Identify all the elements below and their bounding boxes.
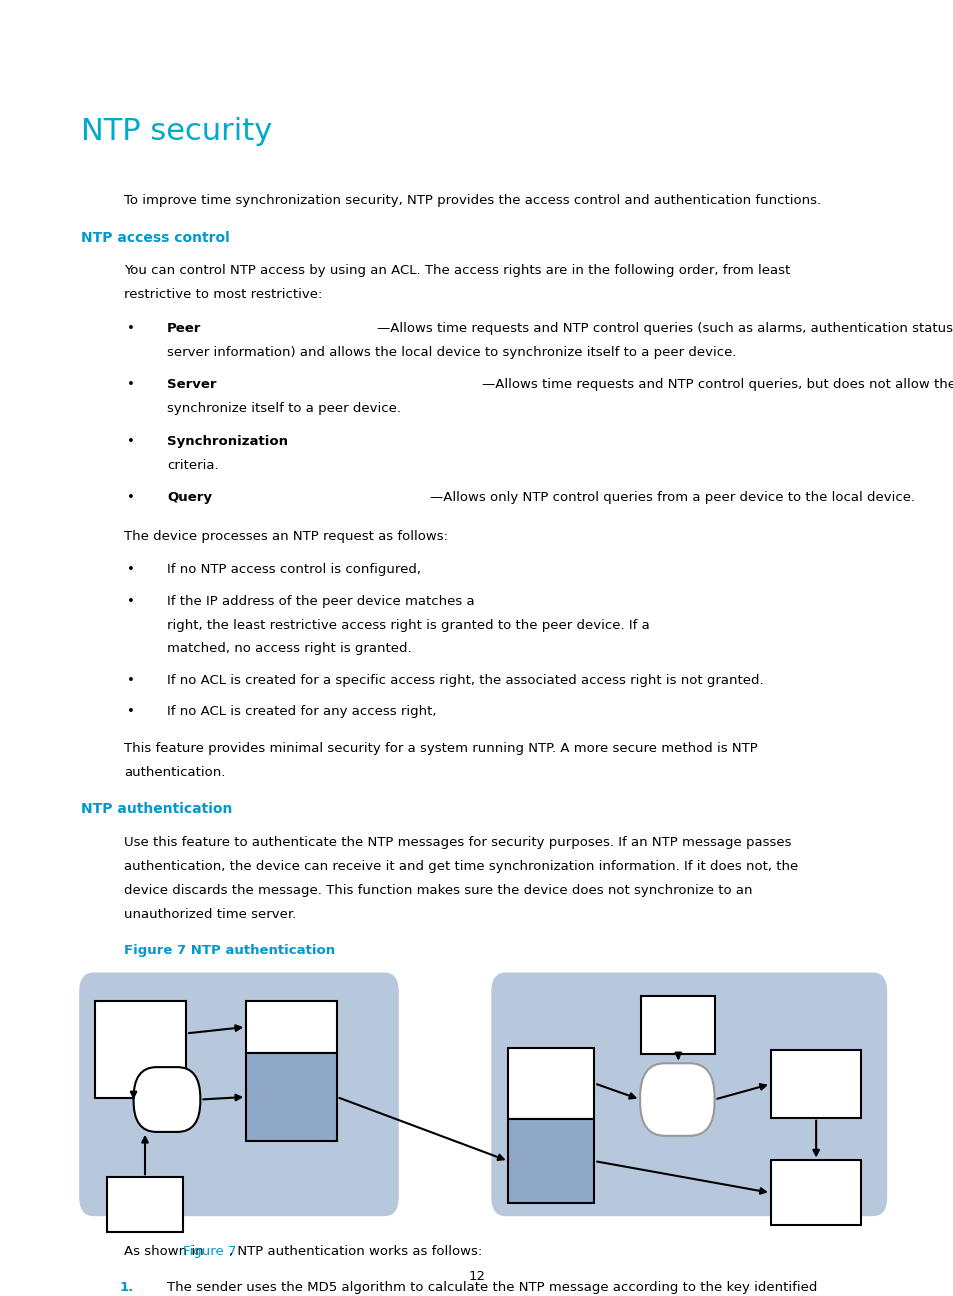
Text: Figure 7: Figure 7 (183, 1244, 236, 1257)
Text: The device processes an NTP request as follows:: The device processes an NTP request as f… (124, 530, 448, 543)
Text: If no ACL is created for any access right,: If no ACL is created for any access righ… (167, 705, 440, 718)
Text: Query: Query (167, 491, 212, 504)
Text: right, the least restrictive access right is granted to the peer device. If a: right, the least restrictive access righ… (167, 618, 653, 631)
Text: Use this feature to authenticate the NTP messages for security purposes. If an N: Use this feature to authenticate the NTP… (124, 836, 791, 849)
Bar (95, 1001, 186, 1098)
Text: To improve time synchronization security, NTP provides the access control and au: To improve time synchronization security… (124, 194, 821, 207)
Text: NTP access control: NTP access control (81, 231, 230, 245)
FancyBboxPatch shape (79, 972, 398, 1216)
Text: matched, no access right is granted.: matched, no access right is granted. (167, 643, 411, 656)
Text: synchronize itself to a peer device.: synchronize itself to a peer device. (167, 402, 400, 415)
Text: The sender uses the MD5 algorithm to calculate the NTP message according to the : The sender uses the MD5 algorithm to cal… (167, 1280, 817, 1293)
Text: •: • (127, 434, 134, 447)
Text: authentication, the device can receive it and get time synchronization informati: authentication, the device can receive i… (124, 861, 798, 874)
Bar (770, 1050, 861, 1117)
Text: server information) and allows the local device to synchronize itself to a peer : server information) and allows the local… (167, 346, 736, 359)
Bar (246, 1052, 336, 1140)
Bar (508, 1118, 594, 1203)
Text: 12: 12 (468, 1270, 485, 1283)
Bar (107, 1177, 183, 1231)
Text: authentication.: authentication. (124, 766, 225, 779)
Bar (640, 995, 715, 1054)
Text: —Allows only NTP control queries from a peer device to the local device.: —Allows only NTP control queries from a … (429, 491, 914, 504)
Text: —Allows time requests and NTP control queries (such as alarms, authentication st: —Allows time requests and NTP control qu… (376, 321, 953, 334)
Text: 1.: 1. (119, 1280, 133, 1293)
Text: Figure 7 NTP authentication: Figure 7 NTP authentication (124, 943, 335, 956)
Text: device discards the message. This function makes sure the device does not synchr: device discards the message. This functi… (124, 884, 752, 897)
Text: restrictive to most restrictive:: restrictive to most restrictive: (124, 288, 322, 302)
Bar (246, 1001, 336, 1052)
Text: Server: Server (167, 378, 216, 391)
Text: •: • (127, 595, 134, 608)
Text: •: • (127, 321, 134, 334)
Text: Synchronization: Synchronization (167, 434, 288, 447)
Text: If no NTP access control is configured,: If no NTP access control is configured, (167, 564, 425, 577)
FancyBboxPatch shape (133, 1067, 200, 1131)
Bar (770, 1160, 861, 1225)
Text: If the IP address of the peer device matches a: If the IP address of the peer device mat… (167, 595, 478, 608)
Text: —Allows time requests and NTP control queries, but does not allow the local devi: —Allows time requests and NTP control qu… (482, 378, 953, 391)
FancyBboxPatch shape (639, 1063, 714, 1135)
Bar (508, 1047, 594, 1118)
Text: If no ACL is created for a specific access right, the associated access right is: If no ACL is created for a specific acce… (167, 674, 762, 687)
Text: You can control NTP access by using an ACL. The access rights are in the followi: You can control NTP access by using an A… (124, 264, 789, 277)
Text: NTP security: NTP security (81, 117, 272, 145)
Text: unauthorized time server.: unauthorized time server. (124, 908, 296, 921)
Text: This feature provides minimal security for a system running NTP. A more secure m: This feature provides minimal security f… (124, 743, 757, 756)
Text: criteria.: criteria. (167, 459, 218, 472)
Text: •: • (127, 491, 134, 504)
Text: •: • (127, 564, 134, 577)
Text: •: • (127, 674, 134, 687)
Text: •: • (127, 705, 134, 718)
Text: •: • (127, 378, 134, 391)
FancyBboxPatch shape (491, 972, 886, 1216)
Text: As shown in: As shown in (124, 1244, 208, 1257)
Text: NTP authentication: NTP authentication (81, 802, 233, 816)
Text: Peer: Peer (167, 321, 201, 334)
Text: , NTP authentication works as follows:: , NTP authentication works as follows: (229, 1244, 481, 1257)
